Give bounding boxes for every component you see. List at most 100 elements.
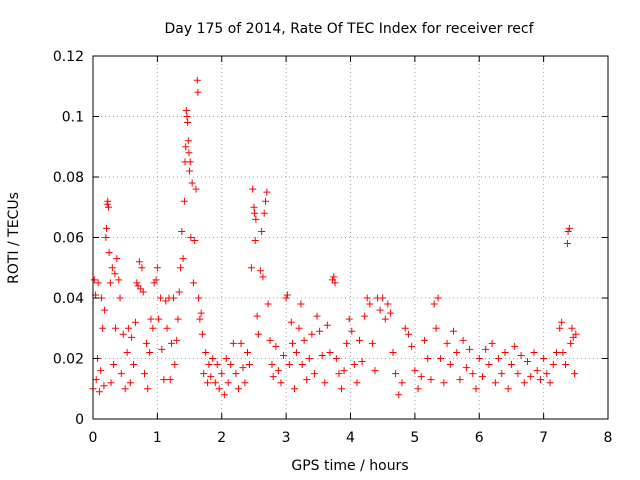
- data-point: [169, 294, 177, 302]
- data-point: [305, 355, 313, 362]
- data-point: [482, 345, 490, 353]
- x-tick-label: 6: [475, 430, 484, 446]
- data-point: [105, 249, 113, 257]
- data-point: [250, 203, 258, 211]
- data-points: [89, 76, 580, 399]
- data-point: [268, 361, 276, 369]
- data-point: [414, 385, 422, 393]
- data-point: [326, 348, 334, 356]
- data-point: [443, 339, 451, 347]
- x-tick-label: 1: [153, 430, 162, 446]
- data-point: [256, 267, 264, 275]
- data-point: [175, 288, 183, 296]
- data-point: [179, 255, 187, 263]
- y-tick-label: 0.04: [53, 291, 84, 307]
- data-point: [259, 273, 267, 281]
- data-point: [123, 348, 131, 356]
- x-tick-labels: 0 1 2 3 4 5 6 7 8: [89, 430, 613, 446]
- data-point: [191, 237, 199, 245]
- data-point: [194, 88, 202, 96]
- data-point: [283, 291, 291, 299]
- data-point: [572, 330, 580, 338]
- data-point: [119, 330, 127, 338]
- data-point: [337, 385, 345, 393]
- data-point: [108, 264, 116, 272]
- x-tick-label: 4: [346, 430, 355, 446]
- data-point: [440, 379, 448, 387]
- data-point: [297, 300, 305, 308]
- data-point: [227, 361, 235, 369]
- data-point: [117, 370, 125, 378]
- data-point: [251, 237, 259, 245]
- y-tick-label: 0.02: [53, 352, 84, 368]
- data-point: [565, 224, 573, 232]
- data-point: [138, 264, 146, 272]
- data-point: [540, 355, 548, 362]
- data-point: [536, 376, 544, 384]
- data-point: [101, 306, 109, 314]
- data-point: [211, 379, 219, 387]
- data-point: [171, 361, 179, 369]
- data-point: [330, 273, 338, 281]
- data-point: [562, 361, 570, 369]
- data-point: [142, 339, 150, 347]
- data-point: [466, 345, 474, 353]
- data-point: [237, 339, 245, 347]
- data-point: [340, 367, 348, 375]
- data-point: [366, 300, 374, 308]
- data-point: [133, 279, 141, 287]
- data-point: [274, 367, 282, 375]
- data-point: [520, 379, 528, 387]
- data-point: [462, 364, 470, 372]
- data-point: [124, 324, 132, 332]
- data-point: [437, 355, 445, 362]
- data-point: [264, 300, 272, 308]
- data-point: [218, 370, 226, 378]
- data-point: [213, 361, 221, 369]
- data-point: [110, 361, 118, 369]
- data-point: [186, 167, 194, 175]
- data-point: [186, 158, 194, 166]
- data-point: [173, 336, 181, 344]
- data-point: [395, 391, 403, 399]
- data-point: [97, 367, 105, 375]
- data-point: [131, 318, 139, 326]
- data-point: [379, 294, 387, 302]
- data-point: [266, 336, 274, 344]
- data-point: [485, 361, 493, 369]
- data-point: [527, 373, 535, 381]
- data-point: [453, 348, 461, 356]
- data-point: [316, 327, 324, 335]
- data-point: [104, 197, 112, 205]
- data-point: [234, 385, 242, 393]
- data-point: [563, 240, 571, 248]
- data-point: [141, 370, 148, 378]
- data-point: [180, 197, 188, 205]
- data-point: [158, 345, 166, 353]
- data-point: [241, 379, 249, 387]
- data-point: [308, 330, 316, 338]
- data-point: [361, 312, 369, 320]
- data-point: [456, 376, 464, 384]
- data-point: [298, 361, 306, 369]
- data-point: [350, 361, 358, 369]
- data-point: [501, 348, 509, 356]
- data-point: [182, 106, 190, 114]
- data-point: [424, 355, 432, 362]
- data-point: [272, 342, 280, 350]
- data-point: [153, 264, 161, 272]
- x-tick-label: 5: [410, 430, 419, 446]
- data-point: [103, 200, 111, 208]
- data-point: [115, 276, 123, 284]
- data-point: [112, 324, 120, 332]
- axis-ticks: [92, 55, 609, 420]
- data-point: [571, 370, 579, 378]
- data-point: [450, 327, 457, 335]
- data-point: [498, 370, 506, 378]
- data-point: [111, 270, 119, 278]
- x-tick-label: 0: [89, 430, 98, 446]
- data-point: [135, 258, 143, 266]
- data-point: [198, 330, 206, 338]
- data-point: [204, 379, 212, 387]
- data-point: [310, 370, 318, 378]
